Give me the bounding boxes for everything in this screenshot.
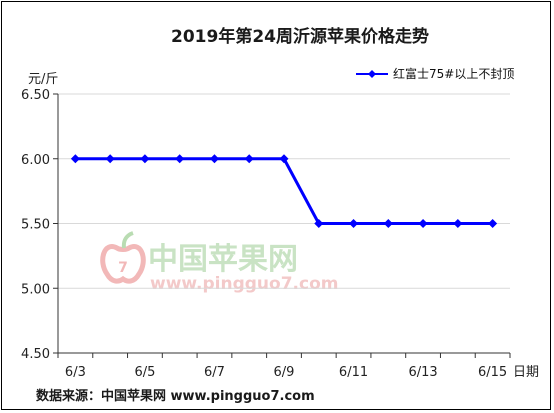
series-layer <box>70 154 498 228</box>
legend-marker-swatch <box>368 70 376 78</box>
y-tick-label: 5.50 <box>21 218 50 233</box>
chart-title: 2019年第24周沂源苹果价格走势 <box>171 26 429 47</box>
y-tick-label: 6.00 <box>21 153 50 168</box>
x-tick-label: 6/11 <box>339 365 368 380</box>
x-axis-label: 日期 <box>513 365 539 380</box>
data-point <box>175 154 185 164</box>
watermark-text: 中国苹果网 <box>148 242 298 277</box>
svg-text:7: 7 <box>118 260 128 276</box>
legend: 红富士75#以上不封顶 <box>356 66 514 81</box>
data-source-footer: 数据来源：中国苹果网 www.pingguo7.com <box>36 388 315 404</box>
data-point <box>105 154 115 164</box>
y-tick-label: 6.50 <box>21 88 50 103</box>
series-line <box>75 157 493 225</box>
watermark-url: www.pingguo7.com <box>150 274 338 294</box>
data-point <box>140 154 150 164</box>
data-point <box>244 154 254 164</box>
data-point <box>383 219 393 228</box>
x-tick-label: 6/7 <box>204 365 225 380</box>
y-tick-label: 5.00 <box>21 282 50 297</box>
data-point <box>70 154 80 164</box>
axis-layer: 6.50 6.00 5.50 5.00 4.50 6/3 6/5 6/7 6/9 6/11 6/13… <box>21 88 511 380</box>
data-point <box>209 154 219 164</box>
y-axis-label: 元/斤 <box>28 72 58 87</box>
x-tick-label: 6/3 <box>65 365 86 380</box>
data-point <box>453 219 463 228</box>
x-tick-label: 6/5 <box>134 365 155 380</box>
data-point <box>314 219 324 228</box>
x-tick-label: 6/15 <box>478 365 507 380</box>
data-point <box>488 219 498 228</box>
data-point <box>418 219 428 228</box>
x-tick-label: 6/13 <box>408 365 437 380</box>
legend-label: 红富士75#以上不封顶 <box>393 66 514 81</box>
apple-logo-icon: 7 <box>100 231 146 284</box>
data-point <box>279 154 289 164</box>
data-point <box>349 219 359 228</box>
y-tick-label: 4.50 <box>21 347 50 362</box>
watermark: 7 中国苹果网 www.pingguo7.com <box>100 231 338 294</box>
x-tick-label: 6/9 <box>274 365 295 380</box>
